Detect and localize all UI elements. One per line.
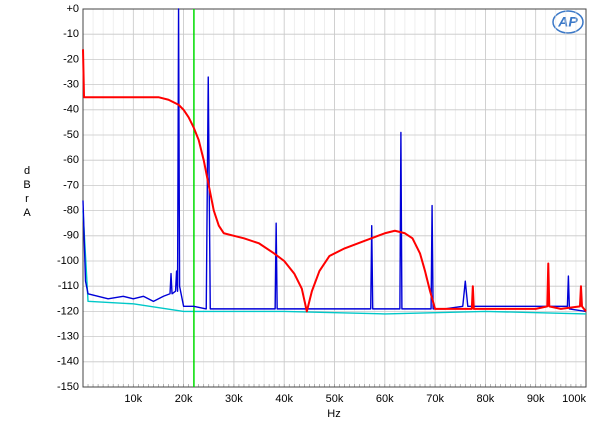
x-tick-label: 90k [527, 393, 545, 405]
logo-ring [552, 10, 584, 34]
x-tick-label: 20k [175, 393, 193, 405]
series-line [82, 49, 587, 313]
y-axis-label: dBr A [23, 165, 31, 219]
y-tick-label: -150 [57, 381, 79, 393]
logo-text: AP [557, 14, 578, 30]
x-tick-label: 100k [562, 393, 586, 405]
x-tick-label: 50k [326, 393, 344, 405]
y-tick-label: -70 [63, 179, 79, 191]
y-tick-label: -130 [57, 331, 79, 343]
x-tick-label: 30k [225, 393, 243, 405]
x-tick-label: 10k [124, 393, 142, 405]
y-tick-label: -40 [63, 104, 79, 116]
y-tick-label: -140 [57, 356, 79, 368]
y-tick-label: -30 [63, 79, 79, 91]
x-tick-label: 80k [477, 393, 495, 405]
y-tick-label: +0 [66, 3, 79, 15]
x-axis-label: Hz [327, 408, 340, 420]
x-tick-label: 40k [275, 393, 293, 405]
y-tick-label: -120 [57, 305, 79, 317]
logo: AP [552, 10, 584, 34]
y-tick-label: -10 [63, 28, 79, 40]
x-tick-label: 60k [376, 393, 394, 405]
plot-frame [82, 8, 587, 388]
x-tick-label: 70k [426, 393, 444, 405]
series-line [82, 210, 587, 315]
series-line [82, 8, 587, 313]
y-tick-label: -20 [63, 53, 79, 65]
y-tick-label: -50 [63, 129, 79, 141]
y-tick-label: -80 [63, 205, 79, 217]
y-tick-label: -60 [63, 154, 79, 166]
y-tick-label: -100 [57, 255, 79, 267]
y-tick-label: -90 [63, 230, 79, 242]
y-tick-label: -110 [58, 280, 79, 292]
